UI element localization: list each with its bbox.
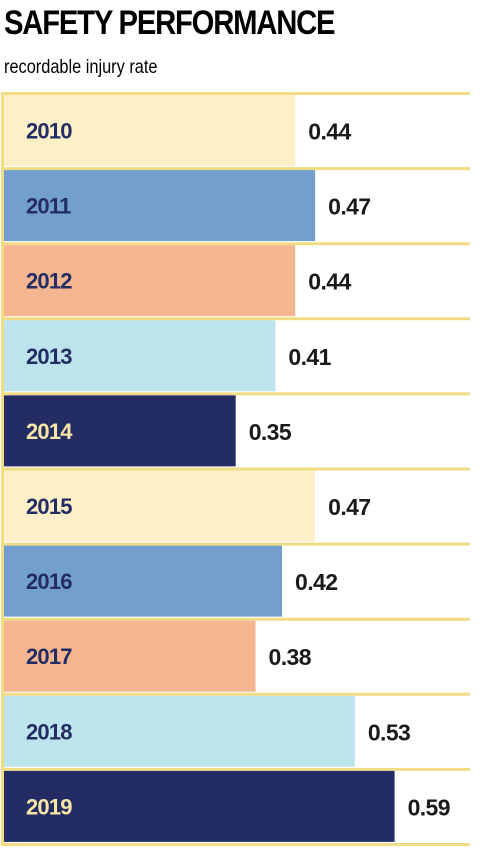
value-label: 0.35 — [249, 419, 292, 445]
chart-bars: 2010 0.44 2011 0.47 2012 0.44 2013 0.41 2014 0.35… — [4, 95, 451, 842]
value-label: 0.41 — [288, 344, 331, 370]
value-label: 0.47 — [328, 194, 370, 220]
value-label: 0.38 — [269, 644, 312, 670]
value-label: 0.44 — [308, 119, 351, 145]
category-label: 2015 — [26, 494, 72, 519]
bar-2018 — [4, 695, 355, 767]
bar-2011 — [4, 170, 316, 242]
category-label: 2019 — [26, 794, 72, 819]
bar-2017 — [4, 620, 256, 692]
category-label: 2018 — [26, 719, 72, 744]
value-label: 0.59 — [408, 794, 450, 820]
bar-2010 — [4, 95, 296, 166]
chart-subtitle: recordable injury rate — [4, 57, 158, 78]
category-label: 2010 — [26, 119, 72, 144]
category-label: 2011 — [26, 194, 71, 219]
category-label: 2017 — [26, 644, 72, 669]
chart-frame — [1, 92, 470, 846]
value-label: 0.53 — [368, 719, 410, 745]
bar-2019 — [4, 770, 395, 842]
category-label: 2016 — [26, 569, 72, 594]
chart-title: SAFETY PERFORMANCE — [4, 4, 336, 42]
bar-2016 — [4, 545, 283, 617]
bar-2012 — [4, 245, 296, 317]
value-label: 0.42 — [295, 569, 337, 595]
bar-2014 — [4, 395, 236, 467]
category-label: 2014 — [26, 419, 73, 444]
category-label: 2013 — [26, 344, 72, 369]
value-label: 0.47 — [328, 494, 370, 520]
value-label: 0.44 — [308, 269, 351, 295]
category-label: 2012 — [26, 269, 72, 294]
bar-2015 — [4, 470, 316, 542]
bar-2013 — [4, 320, 276, 392]
